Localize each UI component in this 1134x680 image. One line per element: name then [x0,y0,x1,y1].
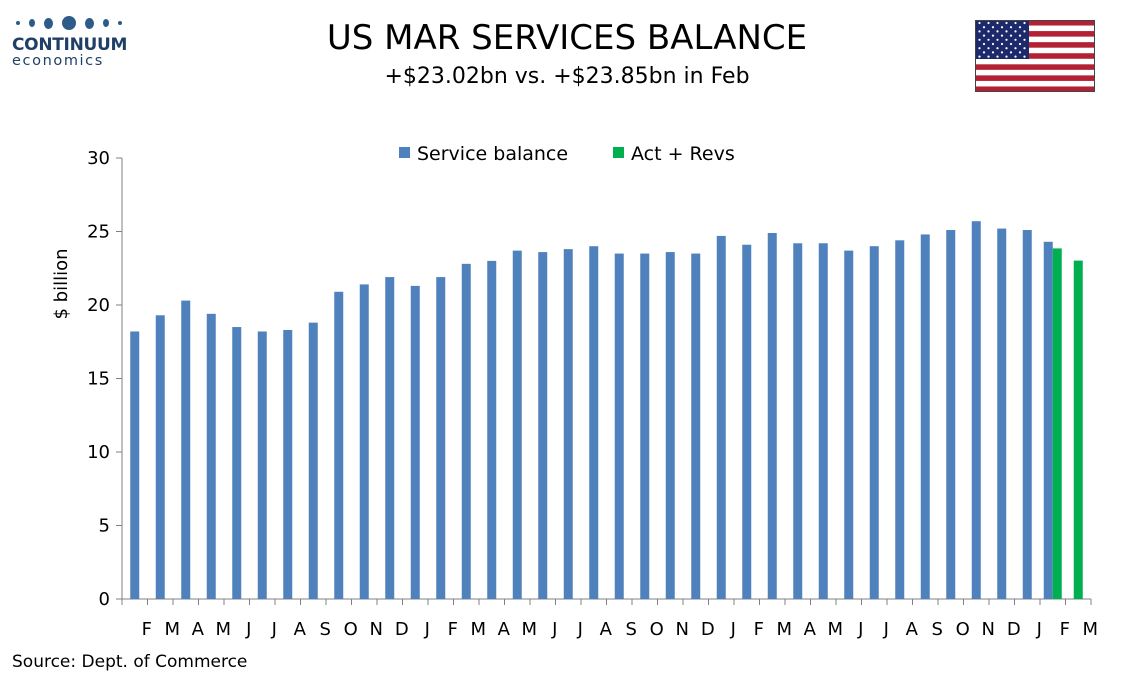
service-balance-bar [461,263,471,599]
y-tick-label: 15 [87,369,110,390]
x-tick-label: J [424,619,430,640]
x-tick-label: A [192,619,205,640]
service-balance-bar [487,260,497,599]
x-tick-label: F [448,619,458,640]
x-tick-label: O [344,619,358,640]
service-balance-bar [818,243,828,599]
service-balance-bar [206,313,216,599]
x-tick-label: M [827,619,843,640]
service-balance-bar [410,285,420,599]
service-balance-bar [512,250,522,600]
service-balance-bar [665,252,675,599]
x-tick-label: D [701,619,715,640]
service-balance-bar [385,277,395,599]
service-balance-bar [614,253,624,600]
y-tick-label: 10 [87,442,110,463]
legend-label-service-balance: Service balance [417,143,568,165]
service-balance-bar [436,277,446,599]
service-balance-bar [538,252,548,599]
service-balance-bar [844,250,854,600]
service-balance-bar [716,235,726,599]
service-balance-bar [895,240,905,599]
service-balance-bar [742,244,752,600]
service-balance-bar [997,228,1007,599]
x-tick-label: J [1036,619,1042,640]
chart-subtitle: +$23.02bn vs. +$23.85bn in Feb [384,64,750,89]
y-tick-label: 20 [87,295,110,316]
service-balance-bar [869,246,879,599]
service-balance-bar [257,331,267,599]
service-balance-bar [283,329,293,599]
service-balance-bar [589,246,599,599]
y-tick-label: 5 [99,516,110,537]
x-tick-label: A [906,619,919,640]
x-tick-label: J [857,619,863,640]
x-tick-label: F [754,619,764,640]
x-tick-label: J [577,619,583,640]
service-balance-bar [563,249,573,599]
chart-title: US MAR SERVICES BALANCE [326,18,808,58]
source-note: Source: Dept. of Commerce [12,652,248,672]
x-tick-label: N [370,619,383,640]
x-tick-label: J [551,619,557,640]
x-tick-label: D [395,619,409,640]
act-revs-bar [1073,260,1083,599]
service-balance-bar [920,234,930,599]
x-tick-label: N [982,619,995,640]
service-balance-bar [1022,230,1032,599]
x-tick-label: D [1007,619,1021,640]
x-tick-label: A [294,619,307,640]
service-balance-bar [359,284,369,599]
x-tick-label: J [271,619,277,640]
legend-swatch-service-balance [399,147,410,158]
act-revs-bar [1052,248,1062,599]
service-balance-bar [946,230,956,599]
service-balance-bar [334,291,344,599]
x-tick-label: A [498,619,511,640]
logo-dots-icon [12,12,142,34]
x-tick-label: M [521,619,537,640]
x-tick-label: O [650,619,664,640]
legend-swatch-act-revs [613,147,624,158]
x-tick-label: A [804,619,817,640]
x-tick-label: M [1082,619,1098,640]
x-tick-label: N [676,619,689,640]
y-axis-label: $ billion [51,248,72,319]
service-balance-bar [181,300,191,599]
service-balance-bar [971,221,981,599]
logo-subtitle: economics [12,53,104,69]
y-tick-label: 30 [87,148,110,169]
logo-name: CONTINUUM [12,35,128,55]
legend-label-act-revs: Act + Revs [631,143,735,165]
service-balance-bar [640,253,650,600]
service-balance-bar [232,327,242,599]
service-balance-bar [767,232,777,599]
x-tick-label: M [215,619,231,640]
x-tick-label: J [245,619,251,640]
continuum-logo: CONTINUUM economics [12,12,142,74]
service-balance-bar [691,253,701,600]
x-tick-label: M [164,619,180,640]
x-tick-label: S [932,619,943,640]
service-balance-bar [308,322,318,599]
x-tick-label: S [626,619,637,640]
x-tick-label: F [1060,619,1070,640]
x-tick-label: J [883,619,889,640]
x-tick-label: S [320,619,331,640]
x-tick-label: M [470,619,486,640]
y-tick-label: 25 [87,222,110,243]
x-tick-label: F [142,619,152,640]
us-flag-icon [975,20,1095,92]
service-balance-bar [793,243,803,599]
y-tick-label: 0 [99,589,110,610]
service-balance-bar [1043,241,1053,600]
x-tick-label: A [600,619,613,640]
x-tick-label: M [776,619,792,640]
service-balance-bar [130,331,140,599]
service-balance-bar [155,315,165,599]
x-tick-label: J [730,619,736,640]
x-tick-label: O [956,619,970,640]
